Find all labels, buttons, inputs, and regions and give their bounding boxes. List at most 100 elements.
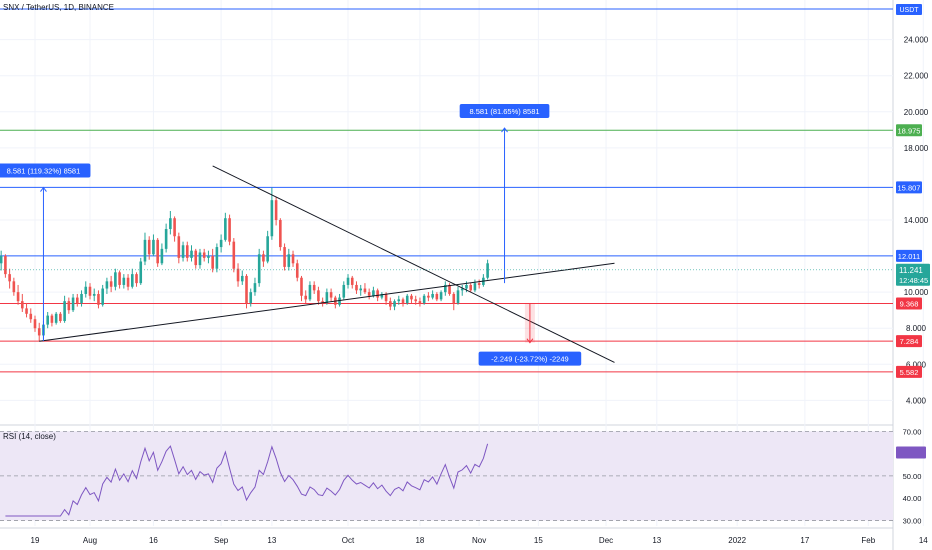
measure-arrowhead[interactable]: [501, 127, 508, 133]
candle-body: [439, 292, 443, 300]
candle-body: [422, 295, 426, 303]
candle-body: [63, 301, 66, 322]
level-price-label: 18.975: [898, 126, 921, 135]
rsi-last-badge: [896, 446, 926, 459]
time-axis-label: 15: [534, 536, 543, 545]
candle-body: [29, 313, 33, 320]
candle-body: [300, 277, 303, 296]
time-axis-label: 18: [415, 536, 424, 545]
candle-body: [190, 250, 193, 258]
measure-arrowhead[interactable]: [526, 338, 534, 344]
rsi-line: [5, 443, 489, 517]
time-axis-label: 19: [31, 536, 40, 545]
candle-body: [160, 248, 164, 264]
candle-body: [270, 200, 274, 237]
candle-body: [198, 252, 202, 266]
level-price-label: 15.807: [898, 183, 921, 192]
candle-body: [329, 292, 333, 298]
price-tick-label: 14.000: [904, 216, 929, 225]
candle-body: [266, 236, 269, 262]
level-price-badge: [896, 365, 922, 378]
candle-body: [152, 239, 155, 255]
candle-body: [397, 299, 401, 302]
last-price-badge: [896, 263, 930, 286]
price-tick-label: 10.000: [904, 288, 929, 297]
candle-body: [448, 284, 451, 294]
measure-arrowhead[interactable]: [40, 186, 47, 192]
drawings[interactable]: 8.581 (119.32%) 8581 8.581 (81.65%) 8581 -…: [0, 104, 615, 366]
candle-body: [380, 293, 384, 298]
candle-body: [215, 247, 219, 269]
candle-body: [325, 292, 329, 303]
candle-body: [283, 247, 286, 267]
candle-body: [84, 286, 88, 294]
time-axis-label: 16: [149, 536, 158, 545]
candle-body: [126, 277, 130, 287]
candle-body: [389, 301, 392, 307]
candle-body: [405, 295, 409, 303]
trendline[interactable]: [39, 262, 615, 342]
candle-body: [122, 277, 126, 285]
candle-body: [185, 245, 189, 258]
candle-body: [46, 315, 49, 325]
candlestick-series: [0, 187, 489, 341]
time-axis-label: 2022: [728, 536, 746, 545]
time-axis-label: 13: [267, 536, 276, 545]
time-axis-label: Oct: [342, 536, 355, 545]
price-tick-label: 20.000: [904, 108, 929, 117]
measure-label[interactable]: 8.581 (81.65%) 8581: [469, 107, 539, 116]
candle-body: [109, 281, 113, 287]
candle-body: [342, 284, 346, 298]
candle-body: [80, 293, 83, 303]
candle-body: [249, 292, 253, 303]
candle-body: [97, 293, 100, 305]
candle-body: [76, 297, 79, 303]
measure-label[interactable]: 8.581 (119.32%) 8581: [7, 167, 81, 176]
rsi-tick-label: 40.00: [903, 494, 922, 503]
candle-body: [105, 281, 109, 289]
candle-body: [291, 254, 295, 264]
price-tick-label: 18.000: [904, 144, 929, 153]
time-axis-label: Feb: [861, 536, 875, 545]
candle-body: [232, 241, 236, 269]
candle-body: [224, 218, 227, 240]
measure-label-box[interactable]: [0, 163, 91, 178]
measure-label-box[interactable]: [478, 351, 582, 366]
price-labels: 18.975 15.807 12.011 9.368 7.284 5.582 USDT 11.…: [0, 4, 930, 459]
candle-body: [169, 218, 172, 230]
candle-body: [376, 290, 379, 298]
candle-body: [452, 293, 456, 303]
candle-body: [444, 284, 447, 293]
candle-body: [118, 272, 121, 285]
candle-body: [473, 283, 477, 291]
trendline[interactable]: [212, 165, 615, 363]
candle-body: [350, 277, 354, 285]
level-price-label: 9.368: [900, 300, 919, 309]
measure-label[interactable]: -2.249 (-23.72%) -2249: [491, 355, 569, 364]
candle-body: [181, 245, 185, 258]
candle-body: [228, 218, 231, 242]
candle-body: [304, 295, 308, 300]
candle-body: [54, 313, 58, 323]
candle-body: [156, 239, 159, 264]
candle-body: [8, 274, 11, 282]
candle-body: [139, 261, 143, 284]
measure-label-box[interactable]: [459, 104, 550, 119]
time-axis-label: Sep: [214, 536, 229, 545]
candle-body: [147, 239, 151, 255]
time-axis-label: Nov: [472, 536, 486, 545]
price-tick-label: 6.000: [906, 360, 927, 369]
candle-body: [202, 252, 206, 258]
candle-body: [130, 274, 134, 287]
candle-body: [114, 272, 117, 287]
candle-body: [207, 256, 210, 258]
level-price-badge: [896, 124, 922, 137]
currency-label: USDT: [899, 7, 919, 14]
candle-body: [465, 284, 468, 289]
candle-body: [236, 268, 240, 282]
candle-body: [173, 218, 176, 237]
candle-body: [486, 263, 489, 278]
candle-body: [427, 295, 430, 298]
candle-body: [4, 256, 7, 275]
